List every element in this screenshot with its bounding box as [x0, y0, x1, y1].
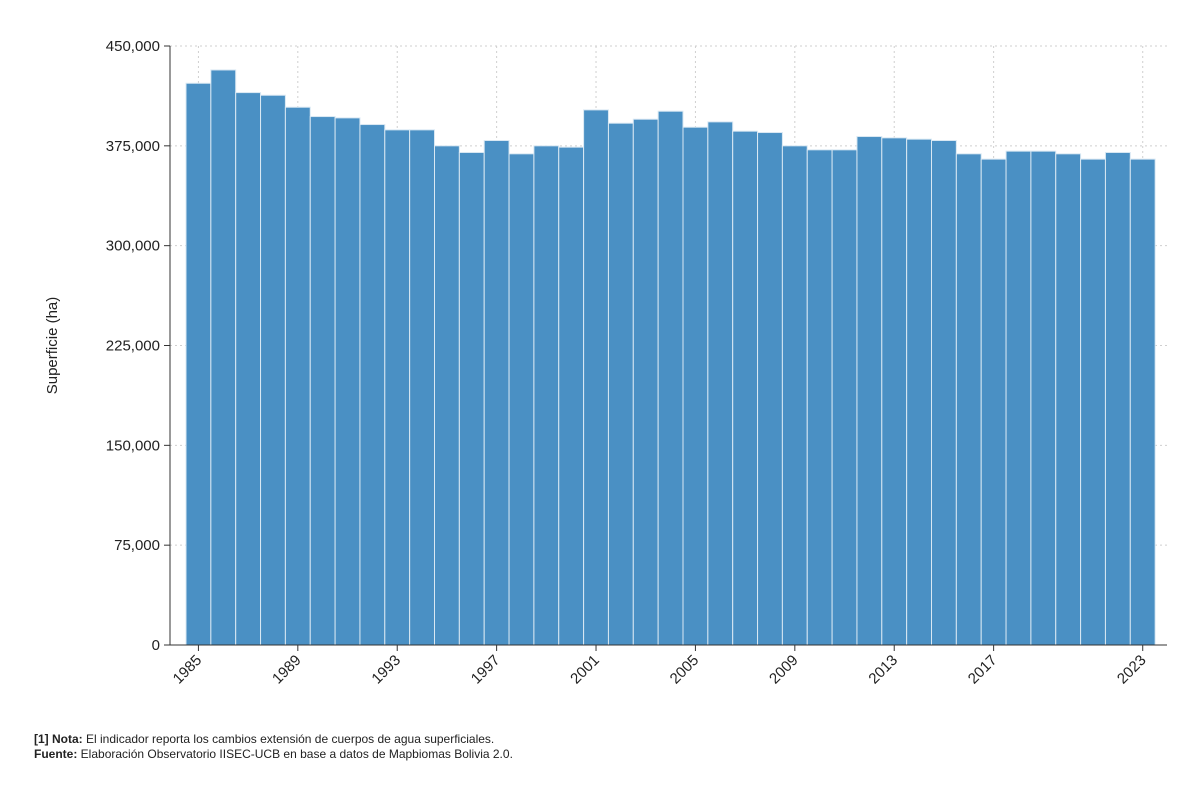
- bar-1996: [458, 151, 485, 646]
- bar-2011: [831, 149, 858, 646]
- bar-2002: [607, 122, 634, 646]
- bar-2020: [1055, 153, 1082, 646]
- bar-2006: [707, 121, 734, 646]
- x-tick-label: 2013: [865, 652, 901, 688]
- bar-1991: [334, 117, 361, 646]
- bar-2012: [856, 136, 883, 646]
- bar-2022: [1104, 151, 1131, 646]
- bar-2007: [732, 130, 759, 646]
- note-label: [1] Nota:: [34, 732, 83, 746]
- y-axis: 0 75,000 150,000 225,000 300,000 375,000 450,0…: [106, 38, 171, 654]
- bar-1988: [260, 94, 286, 646]
- chart-notes: [1] Nota: El indicador reporta los cambi…: [34, 732, 513, 762]
- bar-2000: [558, 146, 585, 646]
- bar-1987: [235, 92, 262, 646]
- x-tick-label: 2017: [965, 652, 1001, 688]
- bar-2013: [881, 137, 908, 646]
- bar-1986: [210, 69, 237, 646]
- bar-2019: [1030, 150, 1057, 646]
- bar-2010: [806, 149, 833, 646]
- x-axis: 1985 1989 1993 1997 2001 2005 2009 2013 2017 2023: [170, 644, 1167, 688]
- bars: [185, 69, 1156, 646]
- bar-2018: [1005, 150, 1032, 646]
- bar-2005: [682, 126, 709, 646]
- bar-1998: [508, 153, 535, 646]
- note-line: [1] Nota: El indicador reporta los cambi…: [34, 732, 513, 747]
- bar-2003: [632, 118, 659, 646]
- x-tick-label: 1985: [170, 652, 206, 688]
- y-tick-label: 225,000: [106, 338, 160, 355]
- x-tick-label: 2009: [766, 652, 802, 688]
- bar-2001: [583, 109, 609, 646]
- x-tick-label: 2001: [567, 652, 603, 688]
- source-text: Elaboración Observatorio IISEC-UCB en ba…: [77, 747, 513, 761]
- bar-1994: [409, 129, 435, 646]
- y-tick-label: 75,000: [114, 537, 160, 554]
- bar-1999: [533, 145, 560, 646]
- y-tick-label: 0: [152, 637, 160, 654]
- y-tick-label: 375,000: [106, 138, 160, 155]
- bar-2004: [657, 110, 684, 646]
- source-label: Fuente:: [34, 747, 78, 761]
- bar-1993: [384, 129, 411, 646]
- x-tick-label: 2023: [1114, 652, 1150, 688]
- bar-1992: [359, 124, 386, 646]
- bar-1990: [309, 116, 336, 646]
- bar-1995: [434, 145, 460, 646]
- bar-1997: [483, 140, 510, 646]
- bar-1985: [185, 82, 212, 646]
- bar-2008: [757, 132, 783, 646]
- x-tick-label: 2005: [667, 652, 703, 688]
- bar-2017: [980, 158, 1007, 646]
- y-tick-label: 450,000: [106, 38, 160, 55]
- x-tick-label: 1993: [368, 652, 404, 688]
- note-text: El indicador reporta los cambios extensi…: [82, 732, 495, 746]
- bar-2009: [781, 145, 808, 646]
- bar-1989: [284, 106, 311, 646]
- bar-2015: [931, 140, 957, 646]
- bar-2014: [906, 138, 933, 646]
- bar-2023: [1129, 158, 1156, 646]
- y-tick-label: 150,000: [106, 437, 160, 454]
- bar-2016: [955, 153, 982, 646]
- bar-2021: [1080, 158, 1106, 646]
- y-axis-title: Superficie (ha): [44, 297, 61, 395]
- source-line: Fuente: Elaboración Observatorio IISEC-U…: [34, 747, 513, 762]
- x-tick-label: 1989: [269, 652, 305, 688]
- x-tick-label: 1997: [468, 652, 504, 688]
- bar-chart: 0 75,000 150,000 225,000 300,000 375,000 450,0…: [44, 38, 1167, 688]
- y-tick-label: 300,000: [106, 238, 160, 255]
